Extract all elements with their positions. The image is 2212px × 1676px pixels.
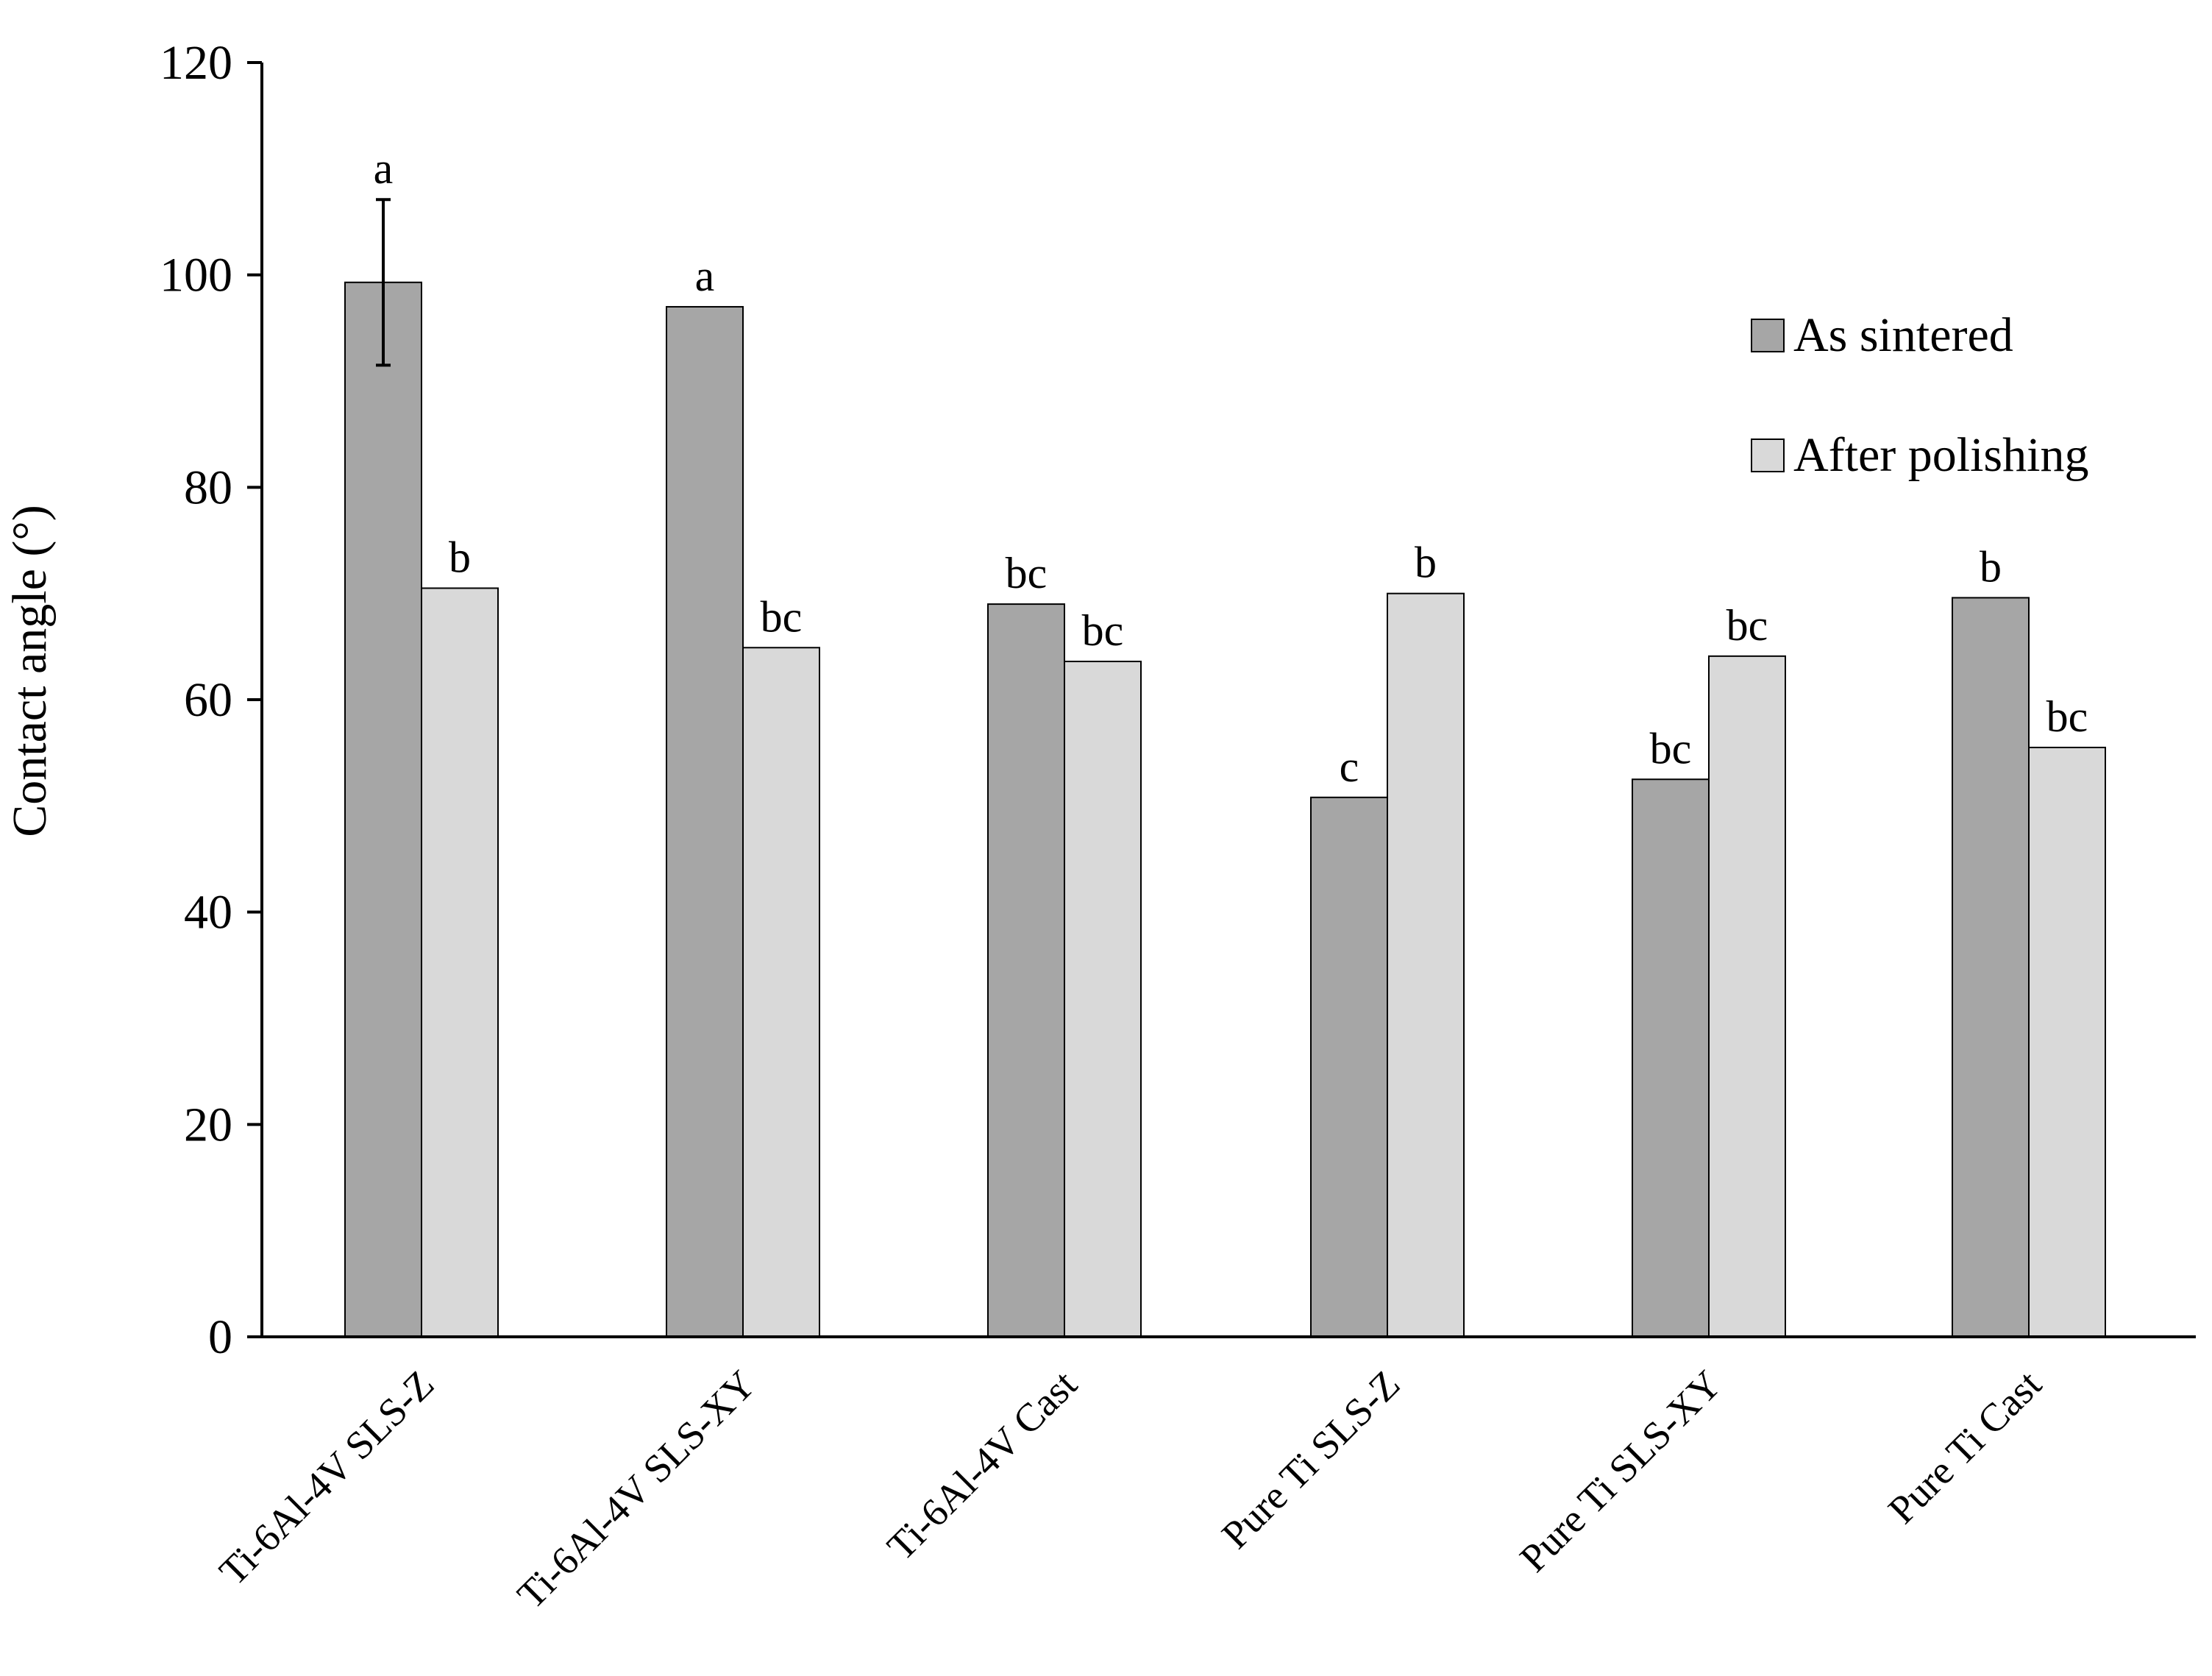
x-category-label: Pure Ti SLS-Z — [1213, 1362, 1408, 1557]
bar-as-sintered — [1632, 778, 1710, 1338]
bar-as-sintered — [1310, 796, 1388, 1338]
significance-label: bc — [2046, 692, 2088, 741]
bar-as-sintered — [344, 281, 422, 1338]
significance-label: bc — [1726, 601, 1768, 650]
y-tick-label: 100 — [160, 249, 232, 302]
legend-swatch — [1751, 319, 1785, 352]
significance-label: bc — [1650, 724, 1692, 773]
bars-layer — [344, 281, 2106, 1338]
significance-label: bc — [1082, 606, 1124, 655]
y-tick-label: 80 — [184, 461, 232, 514]
y-tick-label: 0 — [208, 1310, 232, 1364]
significance-label: c — [1340, 742, 1359, 791]
significance-label: a — [695, 252, 715, 300]
y-tick-label: 20 — [184, 1098, 232, 1151]
x-category-label: Ti-6Al-4V SLS-Z — [210, 1362, 442, 1594]
significance-label: bc — [1006, 549, 1048, 597]
bar-as-sintered — [1952, 597, 2030, 1338]
x-category-label: Ti-6Al-4V SLS-XY — [509, 1362, 764, 1617]
legend-swatch — [1751, 438, 1785, 472]
bar-after-polishing — [1387, 592, 1465, 1338]
bar-after-polishing — [421, 587, 499, 1338]
bar-after-polishing — [1064, 661, 1142, 1338]
y-ticks: 0 20 40 60 80 100 120 — [160, 36, 262, 1364]
x-category-labels: Ti-6Al-4V SLS-Z Ti-6Al-4V SLS-XY Ti-6Al-4V… — [210, 1362, 2049, 1617]
legend: As sintered After polishing — [1751, 308, 2088, 482]
legend-label: After polishing — [1793, 428, 2088, 482]
significance-label: bc — [761, 592, 803, 641]
y-axis-title: Contact angle (°) — [3, 505, 57, 837]
bar-as-sintered — [987, 603, 1065, 1338]
bar-after-polishing — [1708, 655, 1786, 1338]
legend-label: As sintered — [1793, 308, 2013, 362]
significance-label: b — [1415, 539, 1437, 587]
x-category-label: Pure Ti SLS-XY — [1511, 1362, 1729, 1580]
y-tick-label: 40 — [184, 886, 232, 940]
x-category-label: Pure Ti Cast — [1880, 1362, 2049, 1532]
bar-after-polishing — [742, 647, 820, 1338]
bar-after-polishing — [2028, 746, 2106, 1338]
significance-label: b — [1980, 542, 2002, 591]
y-tick-label: 60 — [184, 673, 232, 727]
bar-as-sintered — [666, 305, 744, 1338]
error-bars-layer — [376, 198, 391, 367]
x-category-label: Ti-6Al-4V Cast — [878, 1362, 1085, 1569]
significance-label: a — [374, 144, 394, 193]
y-tick-label: 120 — [160, 36, 232, 90]
significance-label: b — [449, 533, 471, 581]
